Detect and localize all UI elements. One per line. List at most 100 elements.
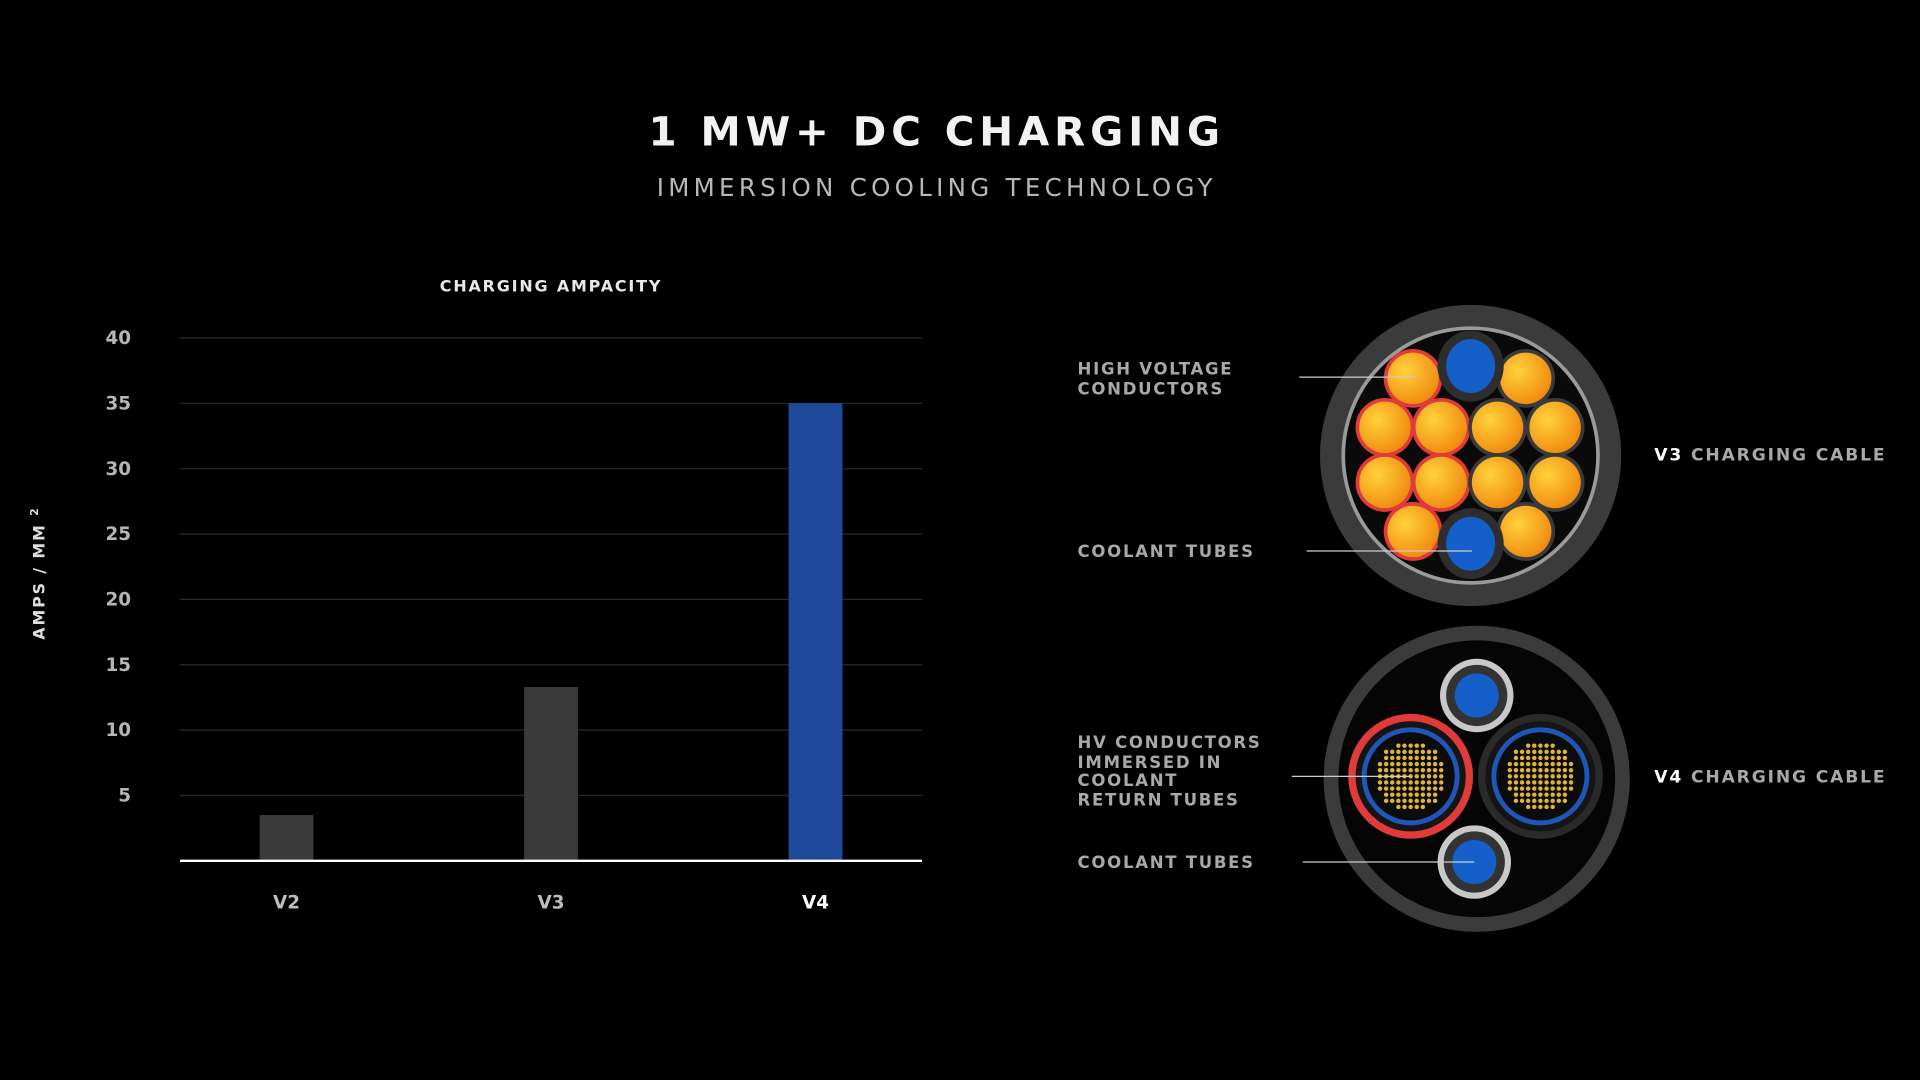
strand [1532, 804, 1537, 810]
strand [1377, 761, 1383, 767]
bar-v2 [259, 815, 314, 861]
strand [1439, 786, 1444, 791]
strand [1532, 774, 1537, 779]
strand [1562, 774, 1568, 779]
hv-conductor [1471, 456, 1524, 509]
strand [1538, 774, 1543, 779]
strand [1525, 761, 1531, 767]
v4-coolant-tube-bottom [1437, 825, 1512, 899]
strand [1550, 761, 1555, 767]
strand [1420, 768, 1426, 773]
strand [1426, 755, 1432, 761]
strand [1396, 804, 1401, 810]
strand [1377, 786, 1383, 791]
strand [1414, 798, 1419, 804]
strand [1507, 774, 1513, 779]
strand [1562, 761, 1568, 767]
strand [1426, 774, 1432, 779]
strand [1556, 749, 1561, 755]
strand [1390, 786, 1395, 791]
label-high-voltage-conductors: HIGH VOLTAGE CONDUCTORS [1077, 360, 1234, 399]
strand [1414, 774, 1419, 779]
strand [1519, 774, 1525, 779]
x-tick-label: V4 [802, 893, 829, 914]
strand [1550, 743, 1555, 748]
strand [1377, 768, 1383, 773]
strand [1390, 755, 1395, 761]
strand [1432, 774, 1438, 779]
strand [1414, 780, 1419, 785]
strand [1538, 780, 1543, 785]
strand [1538, 755, 1543, 761]
strand [1556, 774, 1561, 779]
strand [1513, 761, 1519, 767]
strand [1390, 792, 1395, 797]
strand [1383, 761, 1389, 767]
x-tick-label: V3 [538, 893, 565, 914]
strand [1396, 761, 1401, 767]
strand [1414, 768, 1419, 773]
strand [1513, 749, 1519, 755]
strand [1519, 749, 1525, 755]
y-tick-label: 15 [105, 655, 131, 676]
strand [1420, 780, 1426, 785]
strand [1507, 761, 1513, 767]
strand [1414, 786, 1419, 791]
strand [1383, 792, 1389, 797]
strand [1439, 761, 1444, 767]
strand [1414, 804, 1419, 810]
strand [1408, 804, 1413, 810]
strand [1532, 768, 1537, 773]
strand [1550, 786, 1555, 791]
strand [1432, 780, 1438, 785]
strand [1562, 792, 1568, 797]
strand [1519, 798, 1525, 804]
hv-conductor [1359, 456, 1411, 509]
strand [1377, 780, 1383, 785]
strand [1402, 792, 1407, 797]
strand [1562, 786, 1568, 791]
strand [1568, 761, 1574, 767]
strand [1538, 786, 1543, 791]
strand [1550, 774, 1555, 779]
strand [1550, 780, 1555, 785]
strand [1550, 749, 1555, 755]
slide-subtitle: IMMERSION COOLING TECHNOLOGY [656, 172, 1217, 203]
strand [1538, 798, 1543, 804]
y-tick-label: 25 [105, 524, 131, 545]
strand [1402, 786, 1407, 791]
strand [1383, 768, 1389, 773]
strand [1550, 768, 1555, 773]
strand [1544, 749, 1549, 755]
strand [1568, 774, 1574, 779]
v3-cable-name-rest: CHARGING CABLE [1690, 445, 1887, 466]
strand [1432, 749, 1438, 755]
strand [1562, 780, 1568, 785]
strand [1556, 780, 1561, 785]
strand [1420, 755, 1426, 761]
strand [1507, 768, 1513, 773]
strand [1426, 780, 1432, 785]
hv-conductor [1387, 505, 1439, 558]
strand [1432, 768, 1438, 773]
bar-v4 [788, 403, 843, 861]
strand [1568, 768, 1574, 773]
v3-cable-cross-section [1320, 304, 1622, 607]
strand [1532, 743, 1537, 748]
strand [1507, 780, 1513, 785]
strand [1513, 786, 1519, 791]
strand [1426, 792, 1432, 797]
strand [1544, 780, 1549, 785]
hv-conductor [1359, 401, 1411, 454]
strand [1519, 761, 1525, 767]
strand [1532, 798, 1537, 804]
strand [1414, 743, 1419, 748]
strand [1439, 780, 1444, 785]
strand [1408, 780, 1413, 785]
v4-cable-name: V4 CHARGING CABLE [1654, 768, 1886, 788]
strand [1513, 755, 1519, 761]
v4-inner [1338, 640, 1616, 918]
strand [1432, 761, 1438, 767]
strand [1402, 780, 1407, 785]
